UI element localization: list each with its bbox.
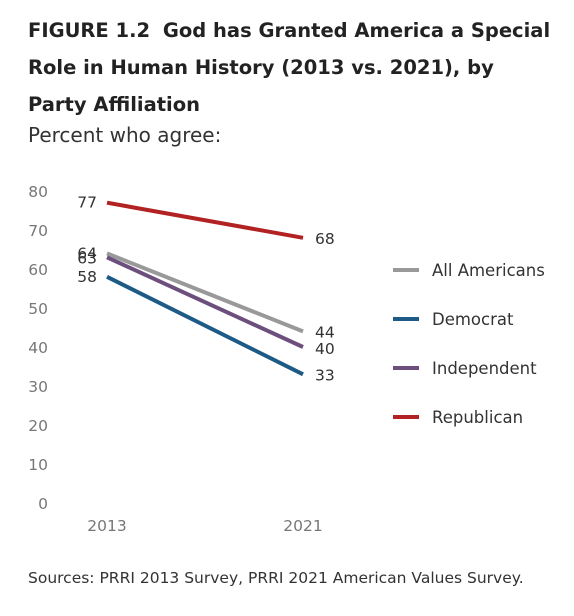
chart-subtitle: Percent who agree: xyxy=(28,123,222,147)
data-label-2021: 68 xyxy=(315,230,335,248)
figure-title: God has Granted America a Special Role i… xyxy=(28,19,551,116)
y-tick-label: 20 xyxy=(28,417,48,435)
y-tick-label: 40 xyxy=(28,339,48,357)
series-line xyxy=(106,255,304,349)
series-line xyxy=(106,251,304,334)
y-tick-label: 60 xyxy=(28,261,48,279)
legend-label: All Americans xyxy=(432,261,545,280)
data-label-2021: 33 xyxy=(315,366,335,384)
y-tick-label: 30 xyxy=(28,378,48,396)
series-line xyxy=(106,275,304,377)
legend-label: Republican xyxy=(432,408,523,427)
figure-number: FIGURE 1.2 xyxy=(28,19,151,42)
data-label-2021: 44 xyxy=(315,323,335,341)
y-tick-label: 70 xyxy=(28,222,48,240)
y-tick-label: 0 xyxy=(38,495,48,513)
x-tick-label: 2013 xyxy=(87,517,126,535)
y-tick-label: 50 xyxy=(28,300,48,318)
data-label-2013: 63 xyxy=(77,249,97,267)
data-label-2013: 77 xyxy=(77,194,97,212)
source-note: Sources: PRRI 2013 Survey, PRRI 2021 Ame… xyxy=(28,569,524,587)
chart-title: FIGURE 1.2 God has Granted America a Spe… xyxy=(28,12,558,123)
data-label-2013: 58 xyxy=(77,268,97,286)
y-tick-label: 10 xyxy=(28,456,48,474)
legend-label: Democrat xyxy=(432,310,514,329)
series-line xyxy=(106,200,304,240)
y-tick-label: 80 xyxy=(28,183,48,201)
x-tick-label: 2021 xyxy=(283,517,322,535)
legend-label: Independent xyxy=(432,359,537,378)
data-label-2013: 64 xyxy=(77,244,97,262)
data-label-2021: 40 xyxy=(315,340,335,358)
